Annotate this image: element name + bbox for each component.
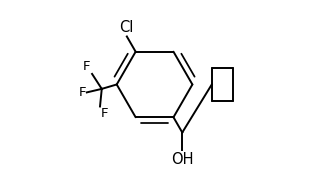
Text: Cl: Cl <box>119 20 133 35</box>
Text: OH: OH <box>171 152 194 167</box>
Text: F: F <box>101 107 108 120</box>
Text: F: F <box>78 86 86 99</box>
Text: F: F <box>83 60 90 73</box>
